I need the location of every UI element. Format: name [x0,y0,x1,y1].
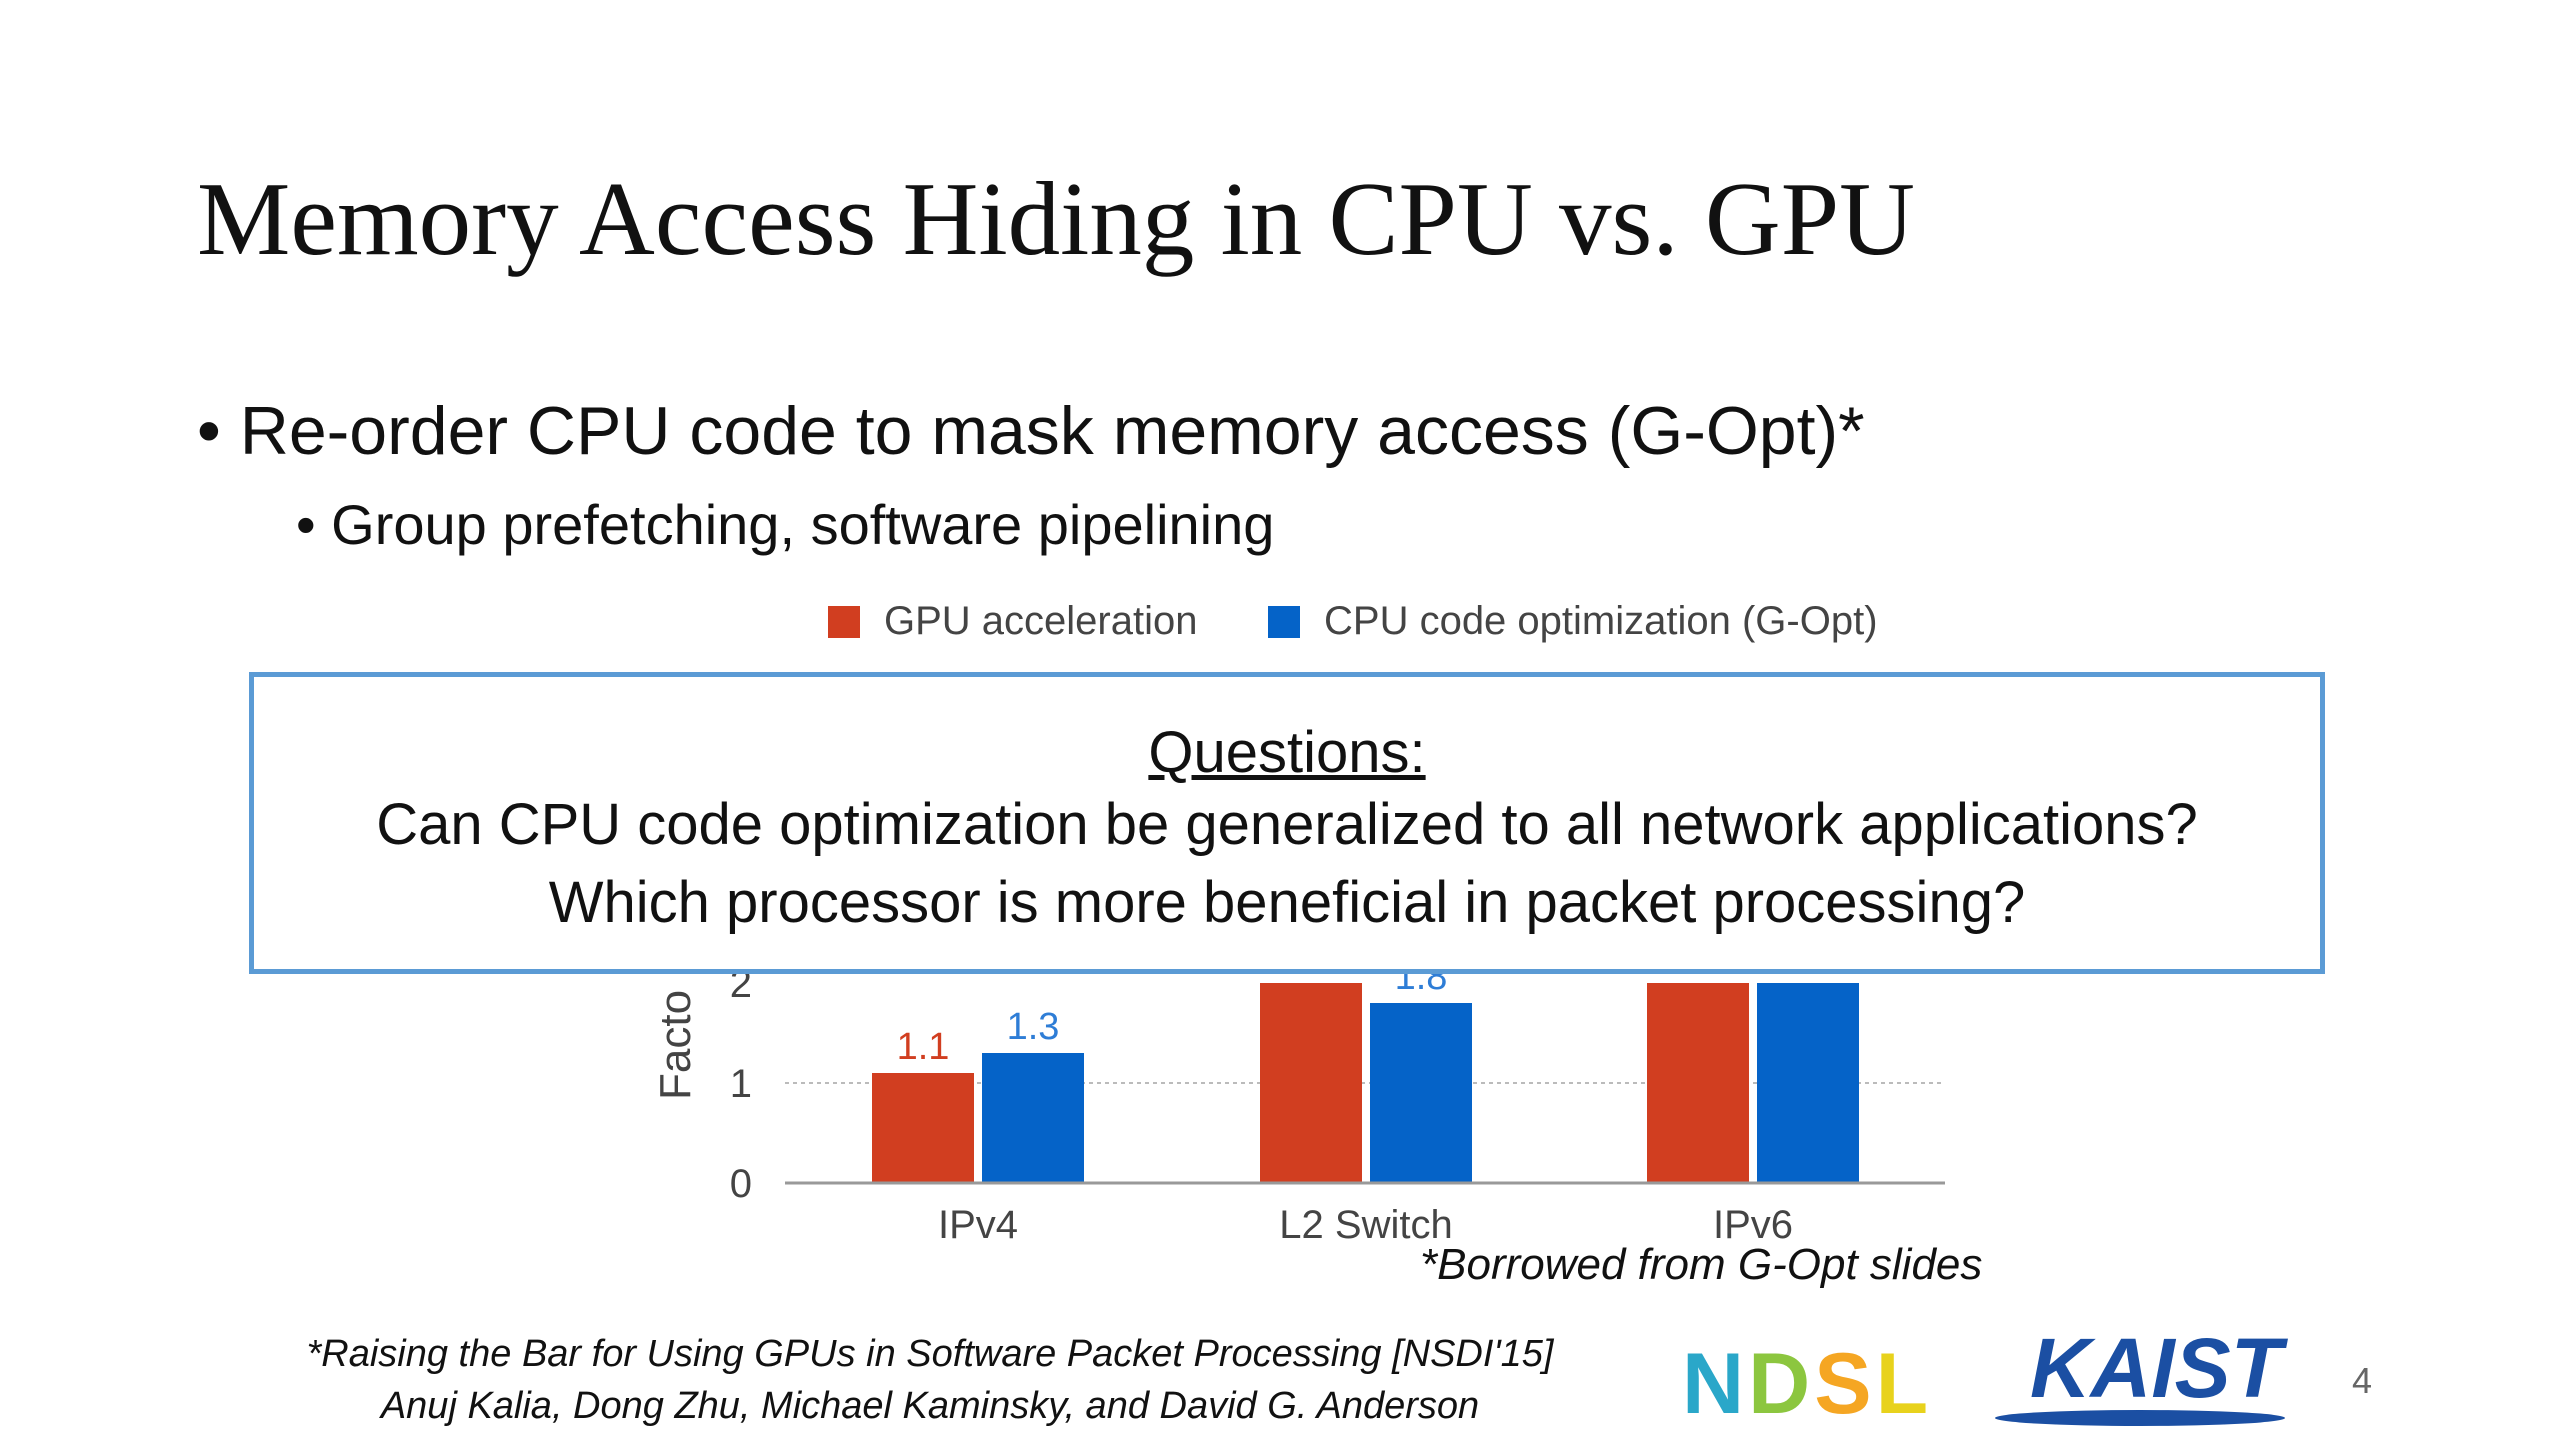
bullet-sub: • Group prefetching, software pipelining [296,492,1274,557]
y-axis-label: Facto [651,990,700,1100]
citation: *Raising the Bar for Using GPUs in Softw… [300,1328,1560,1432]
legend-swatch-0 [828,606,860,638]
x-tick-label-1: L2 Switch [1279,1203,1452,1247]
callout-line-1: Can CPU code optimization be generalized… [376,792,2198,857]
y-tick-label-1: 1 [730,1062,752,1106]
page-number: 4 [2352,1360,2373,1401]
citation-title: *Raising the Bar for Using GPUs in Softw… [306,1333,1554,1375]
bullet-sub-text: Group prefetching, software pipelining [331,493,1275,556]
bar-1-1 [1370,1003,1472,1183]
bar-0-2 [1647,983,1749,1183]
bullet-dot: • [296,493,316,556]
x-tick-label-2: IPv6 [1713,1203,1793,1247]
bar-0-1 [1260,983,1362,1183]
legend-label-1: CPU code optimization (G-Opt) [1324,599,1878,643]
legend-label-0: GPU acceleration [884,599,1197,643]
y-tick-label-0: 0 [730,1162,752,1206]
data-label-0-0: 1.1 [897,1026,950,1068]
x-tick-label-0: IPv4 [938,1203,1018,1247]
borrowed-note: *Borrowed from G-Opt slides [1420,1240,1983,1289]
citation-authors: Anuj Kalia, Dong Zhu, Michael Kaminsky, … [380,1385,1480,1427]
data-label-1-0: 1.3 [1007,1006,1060,1048]
callout-heading: Questions: [1148,720,1426,785]
legend-swatch-1 [1268,606,1300,638]
bullet-dot: • [197,393,221,469]
bar-1-2 [1757,983,1859,1183]
kaist-logo: KAIST [2030,1321,2282,1415]
slide-title: Memory Access Hiding in CPU vs. GPU [197,160,1915,277]
questions-callout: Questions: Can CPU code optimization be … [249,672,2325,974]
bullet-main: • Re-order CPU code to mask memory acces… [197,392,1865,470]
bar-1-0 [982,1053,1084,1183]
ndsl-logo: NDSL [1682,1336,1933,1432]
bullet-main-text: Re-order CPU code to mask memory access … [239,393,1865,469]
callout-line-2: Which processor is more beneficial in pa… [548,870,2026,935]
kaist-swoosh [1995,1410,2285,1426]
bar-0-0 [872,1073,974,1183]
